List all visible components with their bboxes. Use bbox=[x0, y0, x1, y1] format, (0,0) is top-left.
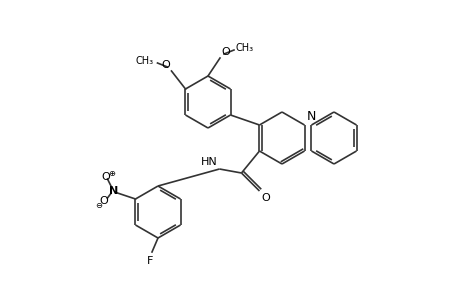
Text: ⊖: ⊖ bbox=[95, 200, 102, 209]
Text: O: O bbox=[101, 172, 110, 182]
Text: ⊕: ⊕ bbox=[108, 169, 115, 178]
Text: O: O bbox=[99, 196, 107, 206]
Text: O: O bbox=[220, 47, 229, 57]
Text: CH₃: CH₃ bbox=[235, 43, 253, 53]
Text: CH₃: CH₃ bbox=[135, 56, 153, 66]
Text: N: N bbox=[306, 110, 315, 123]
Text: O: O bbox=[261, 193, 269, 203]
Text: O: O bbox=[162, 60, 170, 70]
Text: F: F bbox=[146, 256, 153, 266]
Text: HN: HN bbox=[200, 157, 217, 167]
Text: N: N bbox=[109, 186, 118, 196]
